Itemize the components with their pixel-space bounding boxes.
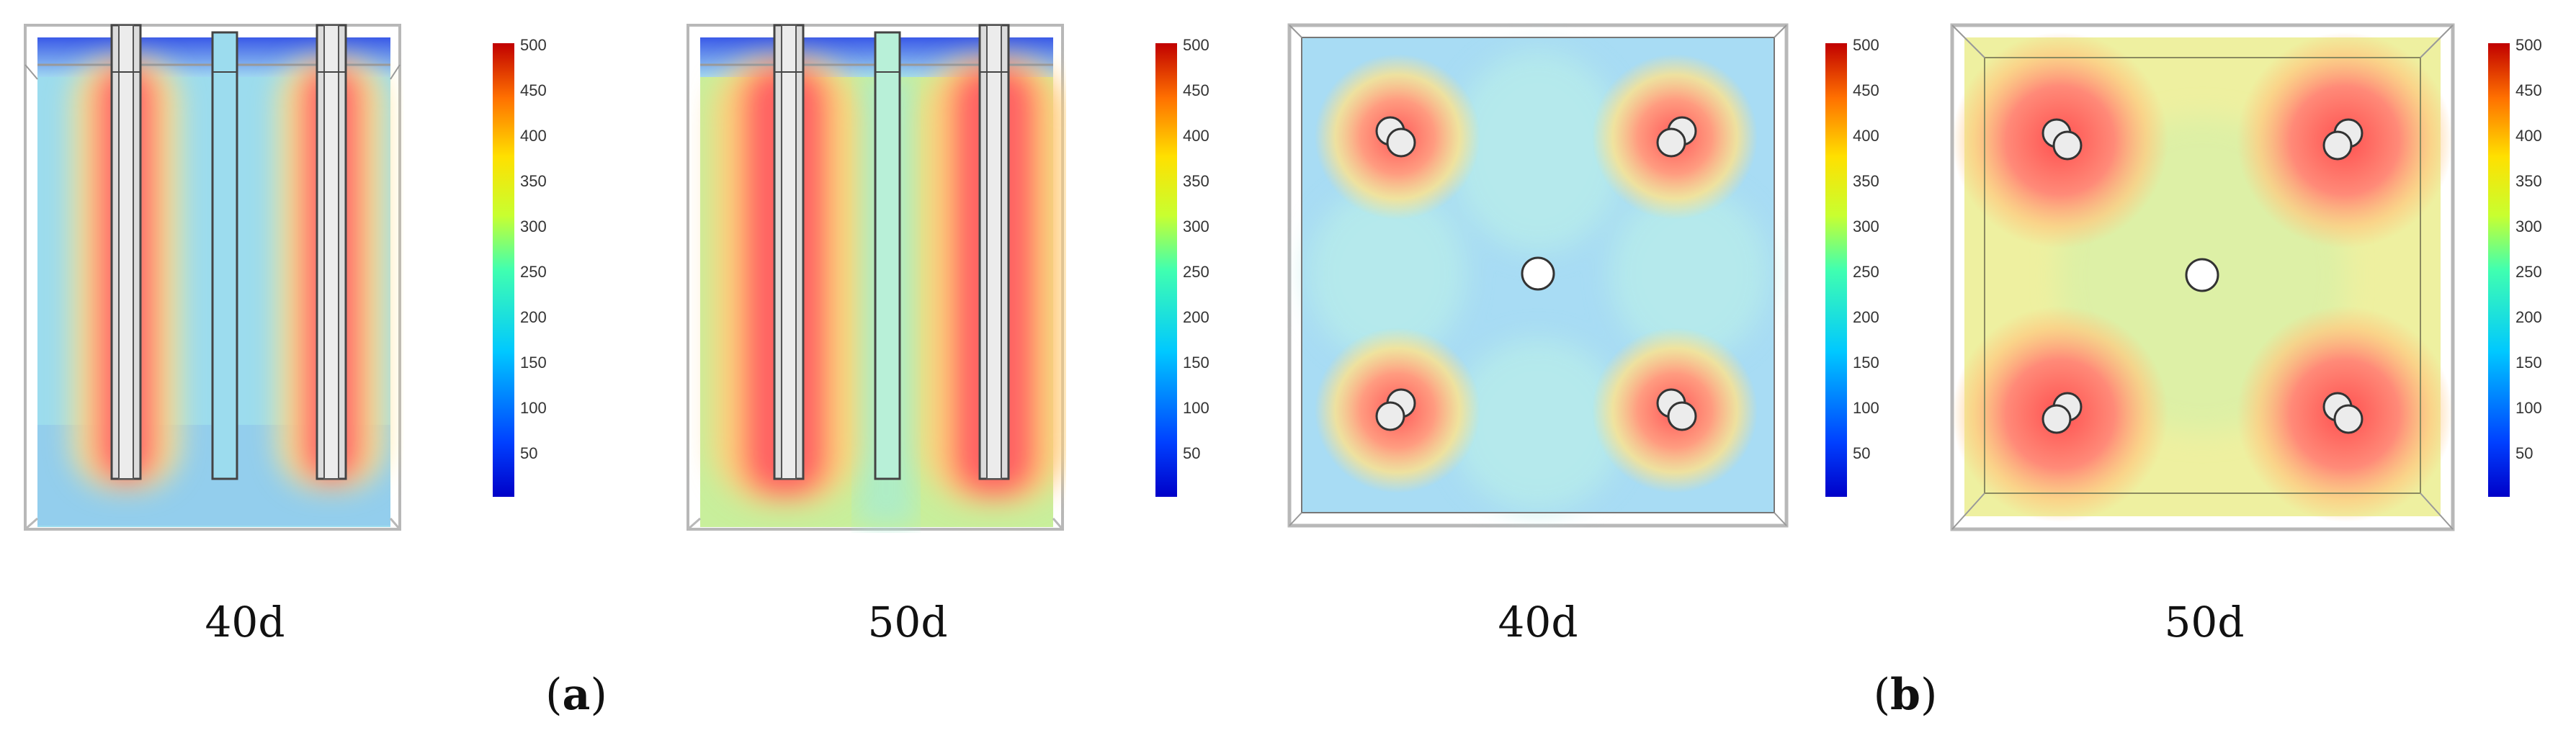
- colorbar-tick: 400: [1183, 127, 1209, 145]
- colorbar-tick: 500: [2515, 36, 2542, 54]
- colorbar-tick: 250: [520, 263, 547, 281]
- colorbar-tick: 300: [1183, 217, 1209, 235]
- colorbar-tick: 100: [1183, 399, 1209, 417]
- colorbar-tick: 200: [1183, 308, 1209, 326]
- colorbar-tick: 500: [520, 36, 547, 54]
- subfigure-close-paren: ): [1920, 670, 1938, 720]
- colorbar-tick: 50: [1183, 444, 1200, 462]
- colorbar-tick: 400: [1853, 127, 1879, 145]
- subfigure-open-paren: (: [1873, 670, 1891, 720]
- colorbar-tick: 450: [1853, 81, 1879, 99]
- colorbar: 500 450 400 350 300 250 200 150 100 50: [2488, 36, 2542, 497]
- colorbar-tick: 300: [520, 217, 547, 235]
- colorbar-tick: 350: [1853, 172, 1879, 190]
- temperature-field-top-40d: [1287, 23, 1789, 528]
- colorbar-tick: 150: [1853, 354, 1879, 372]
- colorbar-tick: 500: [1853, 36, 1879, 54]
- colorbar-tick: 200: [520, 308, 547, 326]
- colorbar-tick: 350: [520, 172, 547, 190]
- temperature-field-side-50d: [687, 24, 1066, 531]
- colorbar-tick: 450: [2515, 81, 2542, 99]
- subfigure-letter: a: [562, 670, 591, 720]
- caption-b-40d: 40d: [1498, 598, 1578, 647]
- colorbar-tick: 200: [2515, 308, 2542, 326]
- colorbar-tick: 250: [2515, 263, 2542, 281]
- colorbar: 500 450 400 350 300 250 200 150 100 50: [1155, 36, 1209, 497]
- colorbar-tick: 300: [2515, 217, 2542, 235]
- colorbar-tick: 150: [2515, 354, 2542, 372]
- subfigure-open-paren: (: [545, 670, 563, 720]
- colorbar-tick: 100: [2515, 399, 2542, 417]
- subfigure-close-paren: ): [590, 670, 607, 720]
- colorbar-tick: 50: [520, 444, 537, 462]
- subfigure-label-a: (a): [504, 670, 648, 720]
- colorbar-tick: 150: [520, 354, 547, 372]
- subfigure-label-b: (b): [1833, 670, 1977, 720]
- subfigure-letter: b: [1890, 670, 1920, 720]
- colorbar-tick: 150: [1183, 354, 1209, 372]
- colorbar-tick: 400: [2515, 127, 2542, 145]
- temperature-field-top-50d: [1950, 23, 2455, 531]
- colorbar: 500 450 400 350 300 250 200 150 100 50: [1825, 36, 1879, 497]
- colorbar-tick: 50: [1853, 444, 1870, 462]
- colorbar-tick: 450: [520, 81, 547, 99]
- colorbar-tick: 200: [1853, 308, 1879, 326]
- colorbar-tick: 400: [520, 127, 547, 145]
- colorbar-tick: 100: [520, 399, 547, 417]
- caption-a-50d: 50d: [867, 598, 948, 647]
- temperature-field-side-40d: [24, 24, 401, 531]
- colorbar-tick: 350: [2515, 172, 2542, 190]
- colorbar-tick: 450: [1183, 81, 1209, 99]
- colorbar-tick: 350: [1183, 172, 1209, 190]
- colorbar-tick: 100: [1853, 399, 1879, 417]
- colorbar-tick: 300: [1853, 217, 1879, 235]
- caption-b-50d: 50d: [2164, 598, 2245, 647]
- caption-a-40d: 40d: [205, 598, 285, 647]
- colorbar-tick: 250: [1853, 263, 1879, 281]
- colorbar-tick: 500: [1183, 36, 1209, 54]
- colorbar: 500 450 400 350 300 250 200 150 100 50: [493, 36, 547, 497]
- colorbar-tick: 250: [1183, 263, 1209, 281]
- colorbar-tick: 50: [2515, 444, 2533, 462]
